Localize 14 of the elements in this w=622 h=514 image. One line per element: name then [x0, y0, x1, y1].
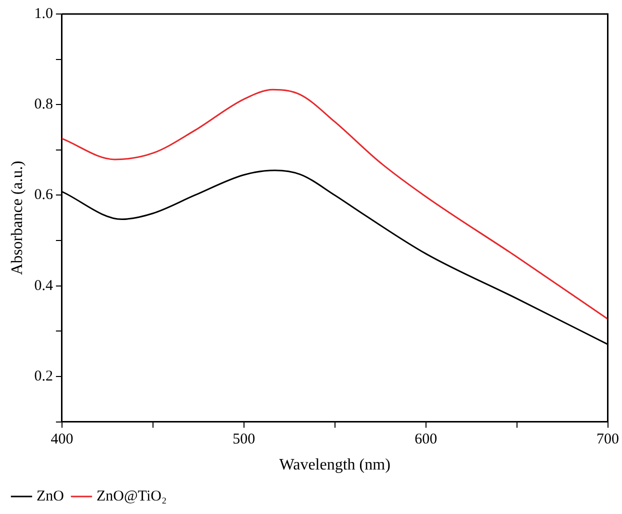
y-tick-label: 0.4: [34, 278, 54, 294]
line-series: [62, 88, 608, 320]
x-tick-label: 500: [232, 432, 256, 448]
y-tick-label: 0.2: [34, 368, 53, 384]
legend-label: ZnO: [36, 488, 64, 504]
x-tick-label: 700: [596, 432, 619, 448]
y-axis-title: Absorbance (a.u.): [8, 160, 26, 275]
x-axis-title: Wavelength (nm): [279, 456, 390, 474]
x-tick-label: 600: [414, 432, 438, 448]
y-tick-label: 0.8: [34, 96, 53, 113]
legend-label: ZnO@TiO₂: [96, 488, 167, 504]
x-tick-label: 400: [50, 432, 74, 448]
y-tick-label: 1.0: [34, 6, 53, 22]
y-tick-label: 0.6: [34, 187, 54, 204]
